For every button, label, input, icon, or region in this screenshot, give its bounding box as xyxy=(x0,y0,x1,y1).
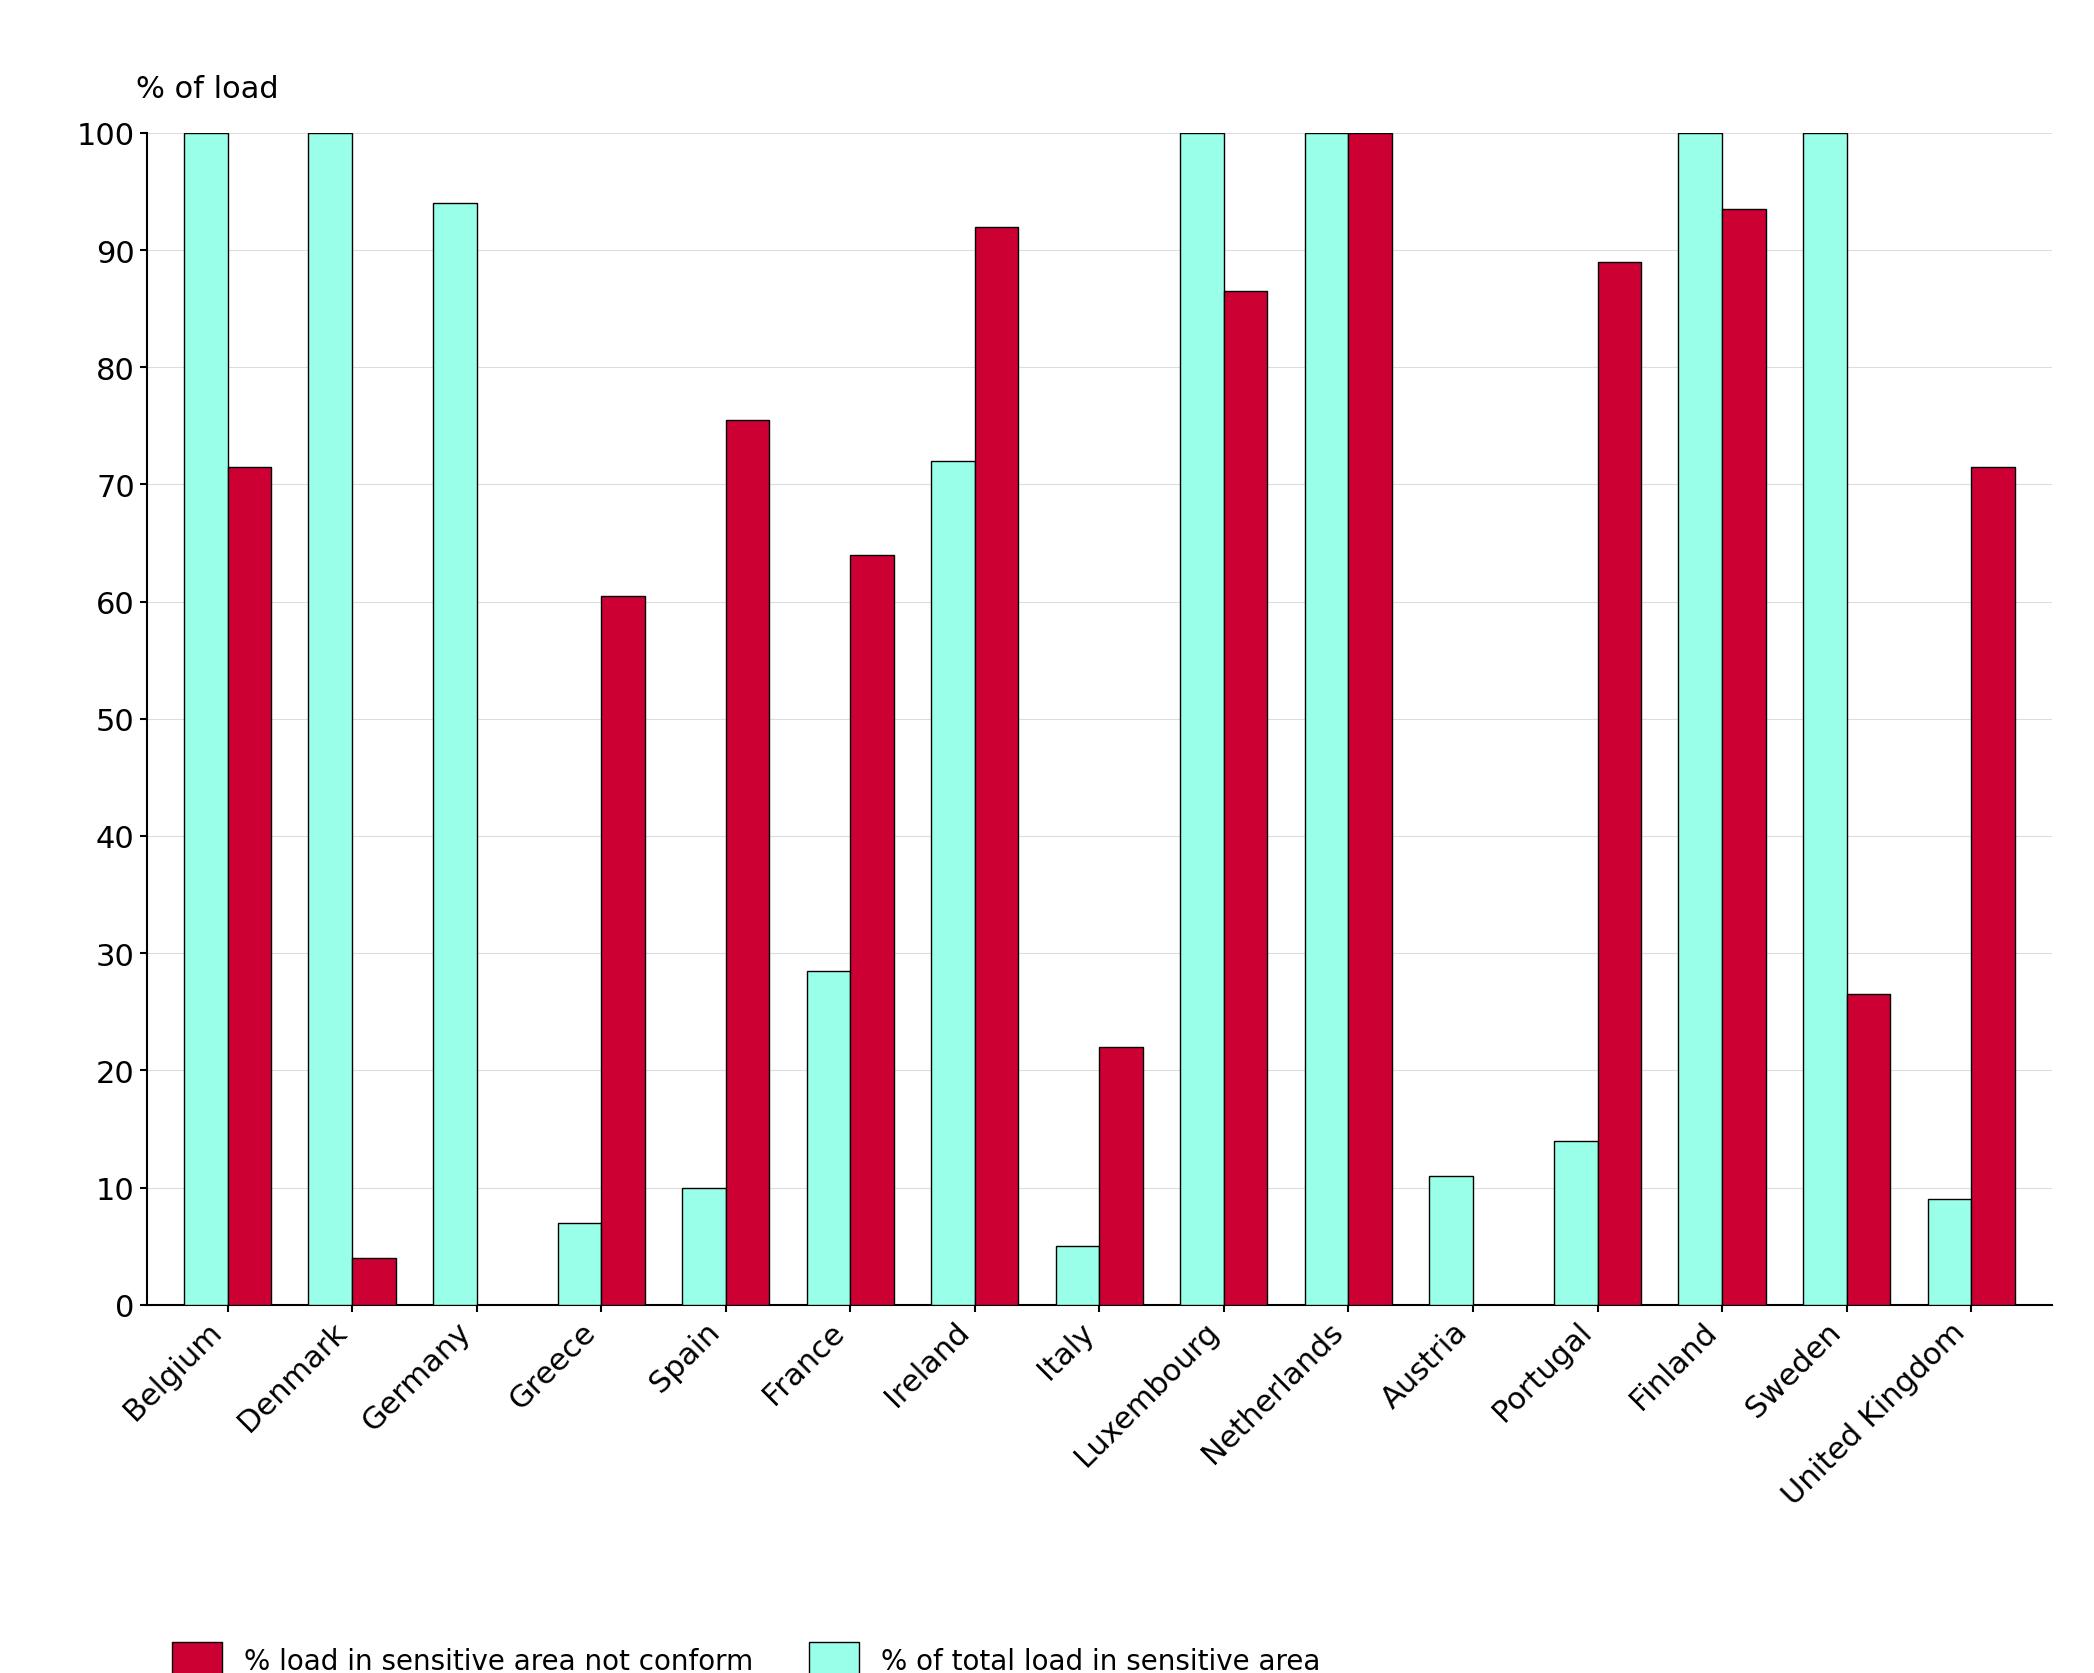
Bar xyxy=(557,1223,601,1305)
Bar xyxy=(352,1258,396,1305)
Bar xyxy=(1847,994,1891,1305)
Bar xyxy=(308,134,352,1305)
Bar xyxy=(1679,134,1721,1305)
Bar xyxy=(1598,263,1642,1305)
Bar xyxy=(1970,467,2014,1305)
Bar xyxy=(1099,1047,1143,1305)
Bar xyxy=(850,555,894,1305)
Bar xyxy=(1349,134,1393,1305)
Bar xyxy=(976,228,1018,1305)
Bar xyxy=(433,204,477,1305)
Bar xyxy=(1055,1246,1099,1305)
Bar xyxy=(184,134,228,1305)
Bar xyxy=(1305,134,1349,1305)
Bar xyxy=(601,597,645,1305)
Bar xyxy=(1181,134,1223,1305)
Bar xyxy=(1721,209,1765,1305)
Bar xyxy=(1554,1141,1598,1305)
Bar xyxy=(806,970,850,1305)
Bar xyxy=(683,1188,727,1305)
Bar xyxy=(1223,291,1267,1305)
Bar xyxy=(1929,1200,1970,1305)
Bar xyxy=(228,467,270,1305)
Bar xyxy=(1430,1176,1472,1305)
Bar xyxy=(932,462,976,1305)
Text: % of load: % of load xyxy=(136,75,279,104)
Legend: % load in sensitive area not conform, % of total load in sensitive area: % load in sensitive area not conform, % … xyxy=(161,1631,1332,1673)
Bar xyxy=(727,422,768,1305)
Bar xyxy=(1803,134,1847,1305)
